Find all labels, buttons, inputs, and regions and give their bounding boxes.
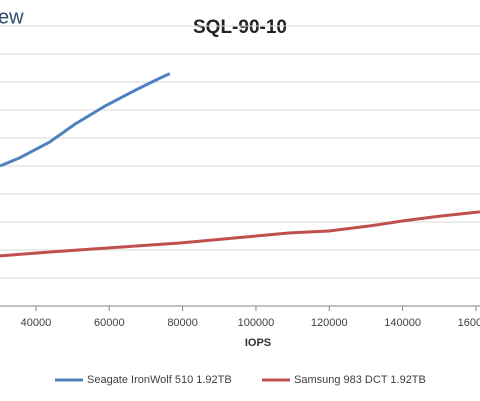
x-tick-label: 160000 — [458, 317, 480, 329]
x-tick-label: 60000 — [94, 317, 125, 329]
x-tick-label: 140000 — [384, 317, 421, 329]
x-tick-label: 40000 — [21, 317, 52, 329]
watermark: ew — [0, 6, 24, 28]
chart-title: SQL-90-10 — [193, 17, 287, 38]
x-tick-label: 80000 — [167, 317, 198, 329]
legend-label: Seagate IronWolf 510 1.92TB — [87, 374, 232, 386]
x-axis-title: IOPS — [245, 337, 271, 349]
x-tick-label: 120000 — [311, 317, 348, 329]
series-line — [0, 210, 480, 258]
legend-label: Samsung 983 DCT 1.92TB — [294, 374, 426, 386]
series-line — [0, 72, 171, 168]
x-tick-label: 100000 — [238, 317, 275, 329]
